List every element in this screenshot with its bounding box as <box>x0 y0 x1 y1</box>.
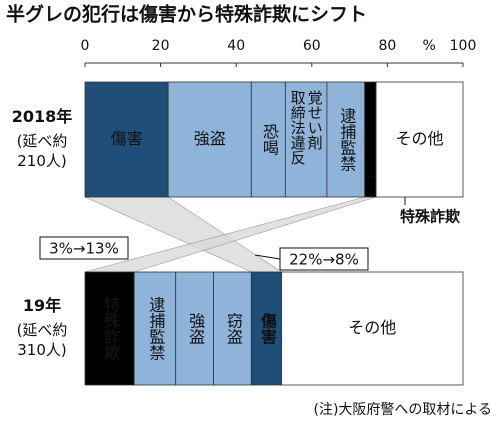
category-note: 210人) <box>17 152 66 170</box>
segment-label: その他 <box>396 129 444 148</box>
segment-label: 傷害 <box>258 312 278 346</box>
category-note: (延べ約 <box>17 132 68 150</box>
bar-segment <box>175 271 214 386</box>
annotation: 22%→8% <box>289 251 359 269</box>
x-tick-label: 20 <box>152 38 170 54</box>
segment-label: 覚せい剤 <box>306 90 324 151</box>
bar-segment <box>281 271 464 386</box>
segment-label: 強盗 <box>186 313 205 345</box>
bar-segment <box>375 81 464 198</box>
bar-segment <box>326 81 366 198</box>
category-note: (延べ約 <box>17 321 68 339</box>
chart-title: 半グレの犯行は傷害から特殊詐欺にシフト <box>6 3 367 26</box>
segment-label: 逮捕監禁 <box>337 108 356 172</box>
bar-segment <box>364 81 377 198</box>
x-tick-label: 80 <box>378 38 396 54</box>
annotation: 3%→13% <box>49 240 119 258</box>
category-label: 19年 <box>23 296 61 315</box>
segment-label: 強盗 <box>194 129 226 148</box>
bar-segment <box>284 81 328 198</box>
category-note: 310人) <box>17 341 66 359</box>
segment-label: 傷害 <box>111 129 143 148</box>
segment-label: 取締法違反 <box>289 90 307 165</box>
bar-segment <box>84 81 169 198</box>
x-tick-label: 40 <box>227 38 245 54</box>
segment-label: 恐喝 <box>260 124 279 156</box>
category-label: 2018年 <box>12 107 73 126</box>
source: (注)大阪府警への取材による <box>313 402 492 418</box>
bar-segment <box>250 271 282 386</box>
bar-segment <box>213 271 252 386</box>
x-tick-label: 100 <box>450 38 477 54</box>
x-tick-label: 60 <box>303 38 321 54</box>
segment-label: 窃盗 <box>224 313 243 345</box>
x-unit: % <box>423 38 436 54</box>
segment-label: その他 <box>348 318 396 337</box>
x-tick-label: 0 <box>81 38 90 54</box>
bar-segment <box>84 271 135 386</box>
segment-label: 逮捕監禁 <box>146 297 165 361</box>
bar-segment <box>167 81 252 198</box>
segment-label: 特殊詐欺 <box>400 208 460 226</box>
annotation-line <box>254 254 281 260</box>
segment-label: 特殊詐欺 <box>101 296 120 362</box>
annotation-box <box>39 236 129 260</box>
annotation-box <box>279 247 369 271</box>
